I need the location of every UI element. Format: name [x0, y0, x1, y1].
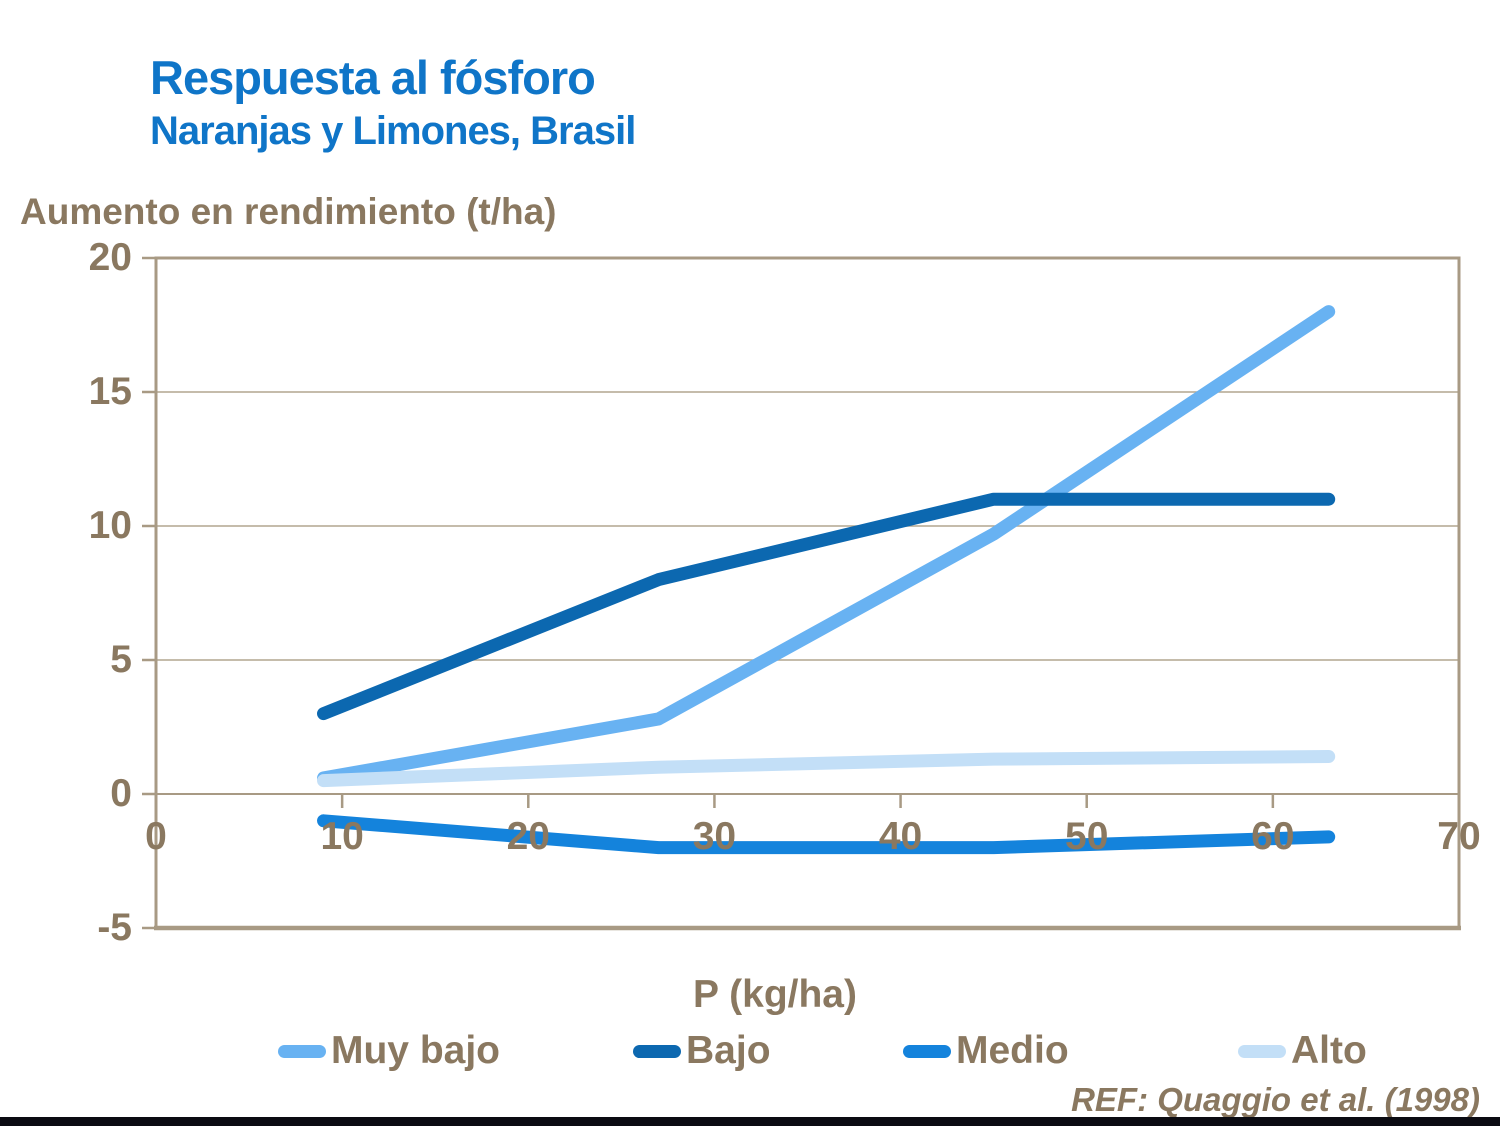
series-line-alto — [317, 749, 1336, 788]
slide-title: Respuesta al fósforo — [150, 51, 596, 104]
x-tick-label-0: 0 — [145, 815, 167, 858]
legend-swatch-icon — [633, 1044, 681, 1058]
reference-text: REF: Quaggio et al. (1998) — [1071, 1081, 1480, 1118]
x-axis-title: P (kg/ha) — [693, 973, 857, 1016]
x-tick-label-30: 30 — [692, 815, 737, 858]
y-axis-title: Aumento en rendimiento (t/ha) — [20, 191, 557, 232]
y-tick-label-20: 20 — [88, 236, 132, 279]
legend-swatch-icon — [278, 1044, 326, 1058]
footer-bar — [0, 1117, 1500, 1126]
x-tick-label-60: 60 — [1251, 815, 1295, 858]
legend-swatch-icon — [903, 1044, 951, 1058]
x-tick-label-20: 20 — [506, 815, 550, 858]
x-tick-label-40: 40 — [878, 815, 923, 858]
y-tick-label-15: 15 — [88, 370, 132, 413]
legend-swatch-icon — [1238, 1044, 1286, 1058]
legend-label: Alto — [1291, 1029, 1367, 1072]
legend-item-muy-bajo: Muy bajo — [278, 1030, 500, 1072]
y-tick-label-10: 10 — [88, 504, 132, 547]
legend-label: Medio — [956, 1029, 1069, 1072]
y-tick-label-5: 5 — [110, 638, 132, 681]
y-tick-label-0: 0 — [110, 772, 132, 815]
legend-label: Muy bajo — [331, 1029, 501, 1072]
legend-label: Bajo — [686, 1029, 771, 1072]
legend-item-medio: Medio — [903, 1030, 1069, 1072]
legend-item-bajo: Bajo — [633, 1030, 771, 1072]
legend-item-alto: Alto — [1238, 1030, 1367, 1072]
y-tick-label--5: -5 — [97, 906, 132, 949]
series-line-muy-bajo — [317, 305, 1336, 785]
slide-subtitle: Naranjas y Limones, Brasil — [150, 109, 636, 153]
series-line-bajo — [317, 492, 1336, 721]
x-tick-label-70: 70 — [1437, 815, 1481, 858]
x-tick-label-50: 50 — [1065, 815, 1109, 858]
x-tick-label-10: 10 — [320, 815, 364, 858]
